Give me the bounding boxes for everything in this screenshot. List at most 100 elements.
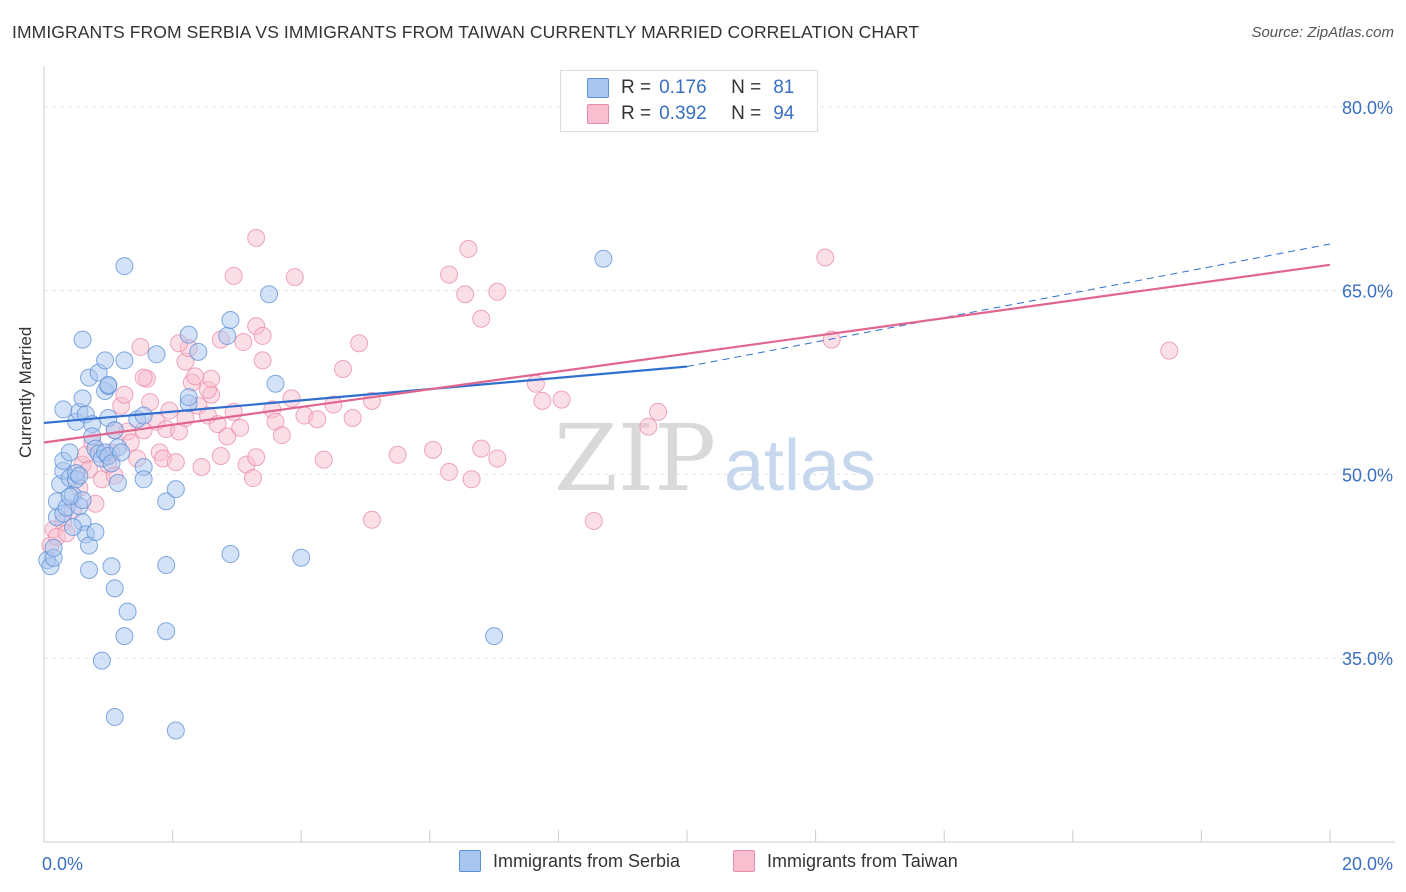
serbia-point: [44, 538, 63, 557]
taiwan-point: [533, 391, 552, 410]
n-value: 81: [773, 77, 795, 98]
y-tick-label: 80.0%: [1342, 98, 1393, 118]
legend-item-serbia: Immigrants from Serbia: [459, 850, 680, 872]
y-axis-label: Currently Married: [16, 326, 35, 458]
serbia-point: [134, 470, 153, 489]
taiwan-point: [584, 511, 603, 530]
watermark-zip: ZIP: [554, 405, 716, 512]
taiwan-point: [166, 453, 185, 472]
n-label: N =: [731, 77, 762, 98]
legend-item-taiwan: Immigrants from Taiwan: [733, 850, 958, 872]
serbia-point: [115, 627, 134, 646]
serbia-point: [105, 579, 124, 598]
taiwan-point: [202, 369, 221, 388]
y-tick-label: 35.0%: [1342, 649, 1393, 669]
serbia-swatch: [459, 850, 481, 872]
taiwan-point: [552, 390, 571, 409]
x-tick-label: 0.0%: [42, 854, 83, 874]
legend-label: Immigrants from Taiwan: [767, 850, 958, 871]
taiwan-point: [134, 368, 153, 387]
taiwan-point: [218, 427, 237, 446]
taiwan-point: [440, 462, 459, 481]
taiwan-point: [343, 409, 362, 428]
r-label: R =: [621, 103, 652, 124]
taiwan-point: [488, 282, 507, 301]
taiwan-point: [440, 265, 459, 284]
serbia-point: [80, 560, 99, 579]
serbia-point: [102, 557, 121, 576]
taiwan-point: [462, 470, 481, 489]
serbia-point: [179, 388, 198, 407]
serbia-point: [92, 651, 111, 670]
taiwan-point: [243, 469, 262, 488]
taiwan-point: [526, 374, 545, 393]
watermark-atlas: atlas: [724, 426, 876, 506]
scatter-points: [38, 228, 1179, 740]
taiwan-point: [649, 402, 668, 421]
taiwan-point: [314, 450, 333, 469]
serbia-point: [218, 326, 237, 345]
serbia-point: [292, 548, 311, 567]
taiwan-point: [639, 417, 658, 436]
serbia-point: [108, 473, 127, 492]
serbia-point: [157, 556, 176, 575]
y-tick-label: 50.0%: [1342, 465, 1393, 485]
y-tick-label: 65.0%: [1342, 282, 1393, 302]
taiwan-trend-line: [43, 263, 1331, 444]
serbia-point: [118, 602, 137, 621]
legend-label: Immigrants from Serbia: [493, 850, 681, 871]
taiwan-point: [186, 367, 205, 386]
taiwan-point: [247, 448, 266, 467]
taiwan-point: [308, 410, 327, 429]
serbia-trend-line: [43, 365, 688, 425]
legend-row-taiwan: R = 0.392 N = 94: [587, 102, 794, 126]
taiwan-point: [333, 359, 352, 378]
taiwan-swatch: [733, 850, 755, 872]
serbia-point: [60, 443, 79, 462]
taiwan-point: [362, 510, 381, 529]
serbia-point: [63, 518, 82, 537]
serbia-point: [166, 480, 185, 499]
taiwan-point: [816, 248, 835, 267]
serbia-point: [266, 374, 285, 393]
taiwan-point: [456, 285, 475, 304]
serbia-trend-extension: [686, 243, 1331, 368]
taiwan-point: [253, 351, 272, 370]
taiwan-swatch: [587, 104, 609, 124]
taiwan-point: [459, 239, 478, 258]
trend-lines: [43, 243, 1331, 444]
serbia-point: [115, 351, 134, 370]
r-label: R =: [621, 77, 652, 98]
taiwan-point: [472, 309, 491, 328]
serbia-point: [54, 400, 73, 419]
serbia-point: [105, 421, 124, 440]
serbia-point: [86, 522, 105, 541]
taiwan-point: [472, 439, 491, 458]
serbia-point: [96, 351, 115, 370]
axes: [43, 66, 1395, 843]
serbia-point: [260, 285, 279, 304]
legend-row-serbia: R = 0.176 N = 81: [587, 76, 794, 100]
serbia-point: [221, 310, 240, 329]
serbia-point: [189, 342, 208, 361]
taiwan-point: [253, 326, 272, 345]
taiwan-point: [282, 389, 301, 408]
serbia-swatch: [587, 78, 609, 98]
serbia-point: [115, 257, 134, 276]
serbia-point: [157, 492, 176, 511]
taiwan-point: [272, 426, 291, 445]
serbia-point: [105, 708, 124, 727]
serbia-point: [179, 325, 198, 344]
serbia-point: [157, 622, 176, 641]
n-label: N =: [731, 103, 762, 124]
serbia-point: [73, 330, 92, 349]
chart-title: IMMIGRANTS FROM SERBIA VS IMMIGRANTS FRO…: [12, 22, 920, 42]
serbia-point: [221, 545, 240, 564]
gridlines: [44, 106, 1395, 659]
taiwan-point: [350, 334, 369, 353]
serbia-point: [70, 466, 89, 485]
taiwan-point: [131, 337, 150, 356]
serbia-point: [147, 345, 166, 364]
correlation-legend: R = 0.176 N = 81 R = 0.392 N = 94: [560, 70, 818, 132]
serbia-point: [485, 627, 504, 646]
